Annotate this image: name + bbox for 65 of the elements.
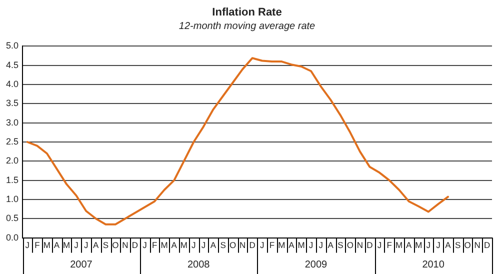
- x-tick-label: N: [122, 240, 128, 250]
- x-tick-label: M: [43, 240, 51, 250]
- x-tick-label: A: [406, 240, 412, 250]
- x-tick-label: A: [445, 240, 452, 250]
- y-tick-label: 5.0: [6, 40, 19, 51]
- x-tick-label: J: [192, 240, 196, 250]
- x-tick-label: O: [112, 240, 120, 250]
- x-tick-label: S: [338, 240, 344, 250]
- text: 2009: [304, 260, 328, 271]
- x-tick-label: F: [269, 240, 275, 250]
- y-tick-label: 4.0: [6, 79, 19, 90]
- x-tick-label: O: [464, 240, 472, 250]
- x-tick-label: D: [249, 240, 256, 250]
- x-tick-label: F: [152, 240, 158, 250]
- x-tick-label: A: [54, 240, 60, 250]
- x-tick-label: A: [288, 240, 295, 250]
- x-tick-label: J: [318, 240, 323, 250]
- y-tick-label: 3.5: [6, 98, 19, 108]
- x-tick-label: M: [298, 240, 305, 250]
- chart-subtitle: 12-month moving average rate: [178, 20, 316, 32]
- x-tick-label: O: [229, 240, 236, 250]
- y-tick-label: 2.0: [6, 156, 19, 166]
- text: 2010: [422, 260, 445, 271]
- y-tick-label: 0.0: [6, 232, 19, 242]
- x-tick-label: J: [74, 240, 78, 250]
- x-tick-label: J: [308, 240, 314, 250]
- x-tick-label: N: [356, 240, 364, 250]
- x-tick-label: F: [34, 240, 40, 250]
- x-tick-label: D: [484, 240, 490, 250]
- x-tick-label: N: [474, 240, 480, 250]
- x-tick-label: J: [260, 240, 264, 250]
- x-tick-label: J: [142, 240, 147, 250]
- x-tick-label: J: [436, 240, 440, 250]
- x-tick-label: J: [84, 240, 88, 250]
- x-tick-label: D: [366, 240, 373, 250]
- x-tick-label: M: [415, 240, 422, 250]
- x-tick-label: A: [328, 240, 334, 250]
- x-tick-label: S: [220, 240, 226, 250]
- text: 2007: [70, 260, 93, 271]
- y-tick-label: 4.5: [6, 60, 19, 70]
- x-tick-label: M: [160, 240, 168, 250]
- x-tick-label: A: [93, 240, 100, 250]
- x-tick-label: D: [132, 240, 138, 250]
- x-tick-label: F: [386, 240, 392, 250]
- x-tick-label: O: [346, 240, 354, 250]
- x-tick-label: S: [102, 240, 109, 250]
- y-tick-label: 2.5: [6, 136, 19, 146]
- chart-title: Inflation Rate: [212, 6, 282, 19]
- x-tick-label: A: [210, 240, 216, 250]
- x-tick-label: S: [454, 240, 461, 250]
- y-tick-label: 3.0: [6, 117, 19, 128]
- x-tick-label: J: [25, 240, 30, 250]
- x-tick-label: N: [240, 240, 246, 250]
- y-tick-label: 0.5: [6, 213, 19, 224]
- x-tick-label: M: [278, 240, 286, 250]
- x-tick-label: M: [62, 240, 70, 250]
- x-tick-label: M: [180, 240, 188, 250]
- x-tick-label: J: [426, 240, 431, 250]
- x-tick-label: J: [201, 240, 206, 250]
- y-tick-label: 1.0: [6, 194, 19, 204]
- x-tick-label: A: [171, 240, 178, 250]
- x-tick-label: J: [377, 240, 382, 250]
- text: 2008: [187, 260, 210, 271]
- y-tick-label: 1.5: [6, 174, 19, 185]
- x-tick-label: M: [396, 240, 403, 250]
